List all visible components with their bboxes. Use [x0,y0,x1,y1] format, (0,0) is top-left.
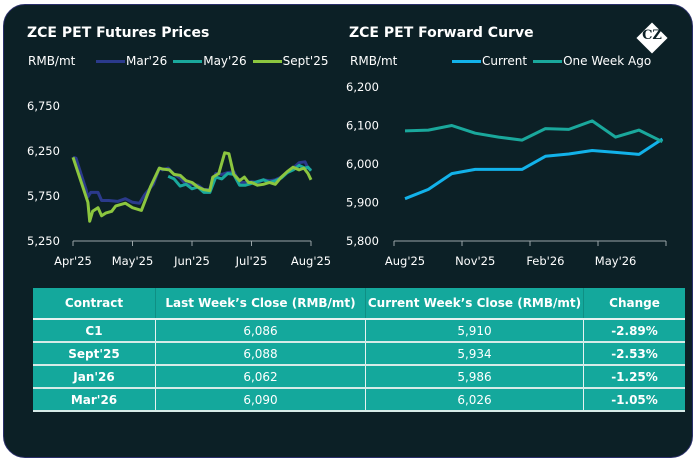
series-line-may26 [167,163,313,194]
header-current-week-close: Current Week’s Close (RMB/mt) [365,288,584,320]
y-tick-label: 6,200 [346,80,379,94]
legend-swatch-may26 [173,59,203,63]
legend-swatch-one-week-ago [533,59,563,63]
table-row: Sept'25 6,088 5,934 -2.53% [33,342,685,366]
x-tick-label: Aug'25 [291,254,331,268]
cell-last-close: 6,086 [155,319,366,343]
legend-label-current: Current [482,54,528,68]
y-tick-label: 5,900 [346,196,379,210]
futures-unit-label: RMB/mt [28,54,76,68]
x-tick-label: May'25 [112,254,154,268]
cell-current-close: 5,986 [365,365,584,389]
header-contract: Contract [33,288,156,320]
cell-last-close: 6,062 [155,365,366,389]
cell-current-close: 6,026 [365,388,584,412]
legend-swatch-current [452,59,481,63]
x-tick-label: Apr'25 [54,254,92,268]
y-tick-label: 6,750 [27,99,60,113]
cell-contract: Jan'26 [33,365,156,389]
legend-label-one-week-ago: One Week Ago [563,54,652,68]
cell-current-close: 5,910 [365,319,584,343]
x-tick-label: Aug'25 [385,254,425,268]
forward-curve-title: ZCE PET Forward Curve [349,25,534,41]
cell-contract: Sept'25 [33,342,156,366]
x-tick-label: Jun'25 [173,254,210,268]
legend-swatch-mar26 [96,59,125,63]
cell-last-close: 6,090 [155,388,366,412]
legend-label-may26: May'26 [203,54,247,68]
contract-table: Contract Last Week’s Close (RMB/mt) Curr… [33,288,685,412]
futures-chart-title: ZCE PET Futures Prices [27,25,210,41]
series-line-one-week-ago [404,119,664,144]
table-row: C1 6,086 5,910 -2.89% [33,319,685,343]
x-tick-label: Nov'25 [455,254,495,268]
y-tick-label: 5,800 [346,234,379,248]
y-tick-label: 6,250 [27,144,60,158]
cell-change: -1.25% [583,365,685,389]
cell-current-close: 5,934 [365,342,584,366]
logo-text: CZ [642,28,662,43]
cell-last-close: 6,088 [155,342,366,366]
forward-unit-label: RMB/mt [350,54,398,68]
y-tick-label: 6,100 [346,119,379,133]
forward-legend: Current One Week Ago [452,54,657,68]
futures-legend: Mar'26 May'26 Sept'25 [96,54,335,68]
cell-change: -1.05% [583,388,685,412]
y-tick-label: 5,250 [27,234,60,248]
header-last-week-close: Last Week’s Close (RMB/mt) [155,288,366,320]
y-tick-label: 5,750 [27,189,60,203]
legend-label-mar26: Mar'26 [126,54,168,68]
table-header-row: Contract Last Week’s Close (RMB/mt) Curr… [33,288,685,320]
cell-contract: Mar'26 [33,388,156,412]
cell-contract: C1 [33,319,156,343]
company-logo: CZ [636,22,668,54]
x-tick-label: May'26 [595,254,637,268]
x-tick-label: Jul'25 [235,254,268,268]
series-line-current [404,137,664,201]
legend-swatch-sept25 [252,59,282,63]
table-row: Mar'26 6,090 6,026 -1.05% [33,388,685,412]
legend-label-sept25: Sept'25 [282,54,329,68]
header-change: Change [583,288,685,320]
table-row: Jan'26 6,062 5,986 -1.25% [33,365,685,389]
cell-change: -2.89% [583,319,685,343]
cell-change: -2.53% [583,342,685,366]
x-tick-label: Feb'26 [526,254,564,268]
series-line-sept25 [71,151,313,223]
y-tick-label: 6,000 [346,157,379,171]
